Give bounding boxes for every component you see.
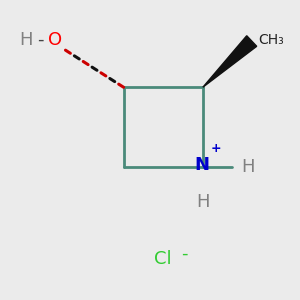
Text: -: - bbox=[181, 245, 188, 263]
Text: CH₃: CH₃ bbox=[258, 33, 284, 47]
Text: N: N bbox=[194, 156, 209, 174]
Text: H: H bbox=[19, 31, 33, 49]
Text: Cl: Cl bbox=[154, 250, 172, 268]
Text: H: H bbox=[241, 158, 255, 175]
Text: +: + bbox=[211, 142, 221, 154]
Text: -: - bbox=[37, 31, 44, 49]
Polygon shape bbox=[203, 36, 257, 87]
Text: H: H bbox=[196, 193, 210, 211]
Text: O: O bbox=[48, 31, 62, 49]
